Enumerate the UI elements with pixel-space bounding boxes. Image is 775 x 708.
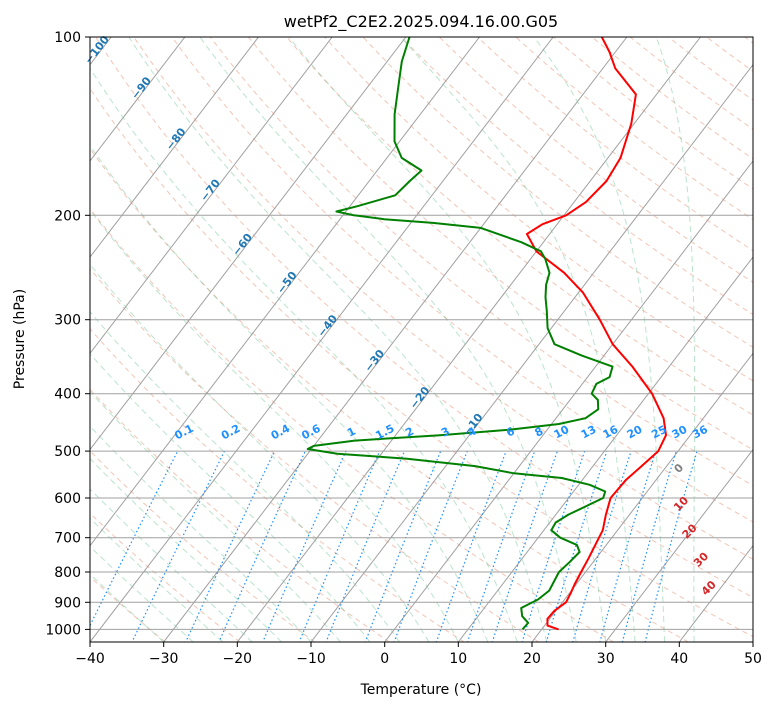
dry-adiabat-line: [591, 37, 753, 160]
moist-adiabat-line: [90, 144, 489, 642]
isotherm-line: [90, 37, 333, 355]
x-tick-label: 20: [523, 651, 541, 667]
y-tick-label: 600: [54, 491, 81, 507]
dry-adiabat-line: [90, 512, 241, 642]
mixing-ratio-line: [90, 450, 179, 627]
mixing-ratio-line: [218, 450, 306, 642]
mixing-ratio-label: 20: [625, 423, 645, 442]
moist-adiabat-line: [90, 353, 371, 642]
moist-adiabat-line: [90, 67, 518, 642]
isotherm-line: [236, 37, 701, 642]
dry-adiabat-line: [95, 37, 753, 599]
mixing-ratio-label: 16: [601, 423, 621, 442]
x-axis-label: Temperature (°C): [360, 682, 482, 698]
dry-adiabat-line: [515, 37, 753, 221]
moist-adiabat-line: [288, 37, 607, 642]
y-tick-label: 1000: [45, 622, 81, 638]
moist-adiabat-line: [533, 37, 666, 642]
isotherm-line: [531, 352, 753, 642]
dry-adiabat-line: [209, 37, 753, 487]
temperature-profile-line: [525, 37, 667, 631]
mixing-ratio-line: [572, 450, 632, 642]
mixing-ratio-label: 30: [670, 423, 690, 442]
dry-adiabat-line: [286, 37, 753, 416]
mixing-ratio-label: 25: [649, 423, 669, 442]
isotherm-line: [90, 37, 480, 547]
x-tick-label: −10: [296, 651, 326, 667]
y-tick-label: 800: [54, 565, 81, 581]
isotherm-line: [605, 448, 753, 642]
mixing-ratio-label: 13: [579, 423, 599, 442]
y-axis-label: Pressure (hPa): [12, 289, 28, 389]
isotherm-line: [384, 160, 753, 642]
dry-adiabat-line: [171, 37, 753, 523]
y-tick-label: 100: [54, 30, 81, 46]
mixing-ratio-line: [364, 450, 442, 642]
dry-adiabat-line: [90, 147, 689, 642]
isotherm-line: [310, 63, 753, 642]
moist-adiabat-line: [655, 37, 696, 642]
x-tick-label: 10: [449, 651, 467, 667]
dry-adiabat-line: [90, 328, 465, 642]
mixing-ratio-label: 36: [690, 423, 710, 442]
isotherm-line: [90, 37, 186, 162]
mixing-ratio-line: [262, 450, 347, 642]
y-axis: 100 200 300 400 500 600 700 800 900 1000: [45, 30, 90, 638]
y-tick-label: 400: [54, 387, 81, 403]
dry-adiabat-line: [90, 207, 614, 642]
mixing-ratio-line: [599, 450, 657, 642]
mixing-ratio-line: [325, 450, 406, 642]
y-tick-label: 900: [54, 595, 81, 611]
moist-adiabat-line: [90, 425, 312, 642]
x-tick-label: −30: [149, 651, 179, 667]
isotherm-line: [90, 37, 259, 258]
mixing-ratio-label: 10: [552, 423, 572, 442]
dewpoint-profile-line: [306, 37, 614, 631]
y-tick-label: 700: [54, 531, 81, 547]
x-tick-label: 0: [380, 651, 389, 667]
mixing-ratio-line: [298, 450, 381, 642]
dry-adiabat-line: [248, 37, 753, 451]
x-axis: −40 −30 −20 −10 0 10 20 30 40 50: [75, 642, 762, 667]
mixing-ratio-line: [545, 450, 608, 642]
plot-frame: [89, 36, 754, 643]
moist-adiabat-line: [90, 263, 430, 642]
dry-adiabat-line: [133, 37, 753, 560]
dry-adiabat-line: [90, 87, 753, 638]
moist-adiabat-line: [90, 311, 400, 642]
dry-adiabat-line: [90, 267, 540, 642]
moist-adiabat-line: [90, 209, 459, 642]
mixing-ratio-line: [621, 450, 677, 642]
x-tick-label: 50: [744, 651, 762, 667]
x-tick-label: −20: [223, 651, 253, 667]
chart-title: wetPf2_C2E2.2025.094.16.00.G05: [284, 12, 558, 32]
plot-area: [90, 37, 753, 642]
y-tick-label: 300: [54, 313, 81, 329]
isotherm-line: [90, 37, 554, 642]
isotherm-line: [457, 256, 753, 642]
x-tick-label: −40: [75, 651, 105, 667]
dry-adiabat-line: [324, 37, 753, 382]
y-tick-label: 500: [54, 444, 81, 460]
mixing-ratio-line: [131, 450, 226, 642]
isotherm-line: [163, 37, 628, 642]
mixing-ratio-line: [393, 450, 468, 642]
x-tick-label: 30: [597, 651, 615, 667]
dry-adiabat-line: [553, 37, 753, 190]
dry-adiabat-line: [90, 450, 315, 642]
mixing-ratio-line: [644, 450, 698, 642]
moist-adiabat-line: [90, 390, 341, 642]
y-tick-label: 200: [54, 208, 81, 224]
x-tick-label: 40: [670, 651, 688, 667]
mixing-ratio-line: [185, 450, 276, 642]
isotherm-line: [90, 37, 407, 451]
